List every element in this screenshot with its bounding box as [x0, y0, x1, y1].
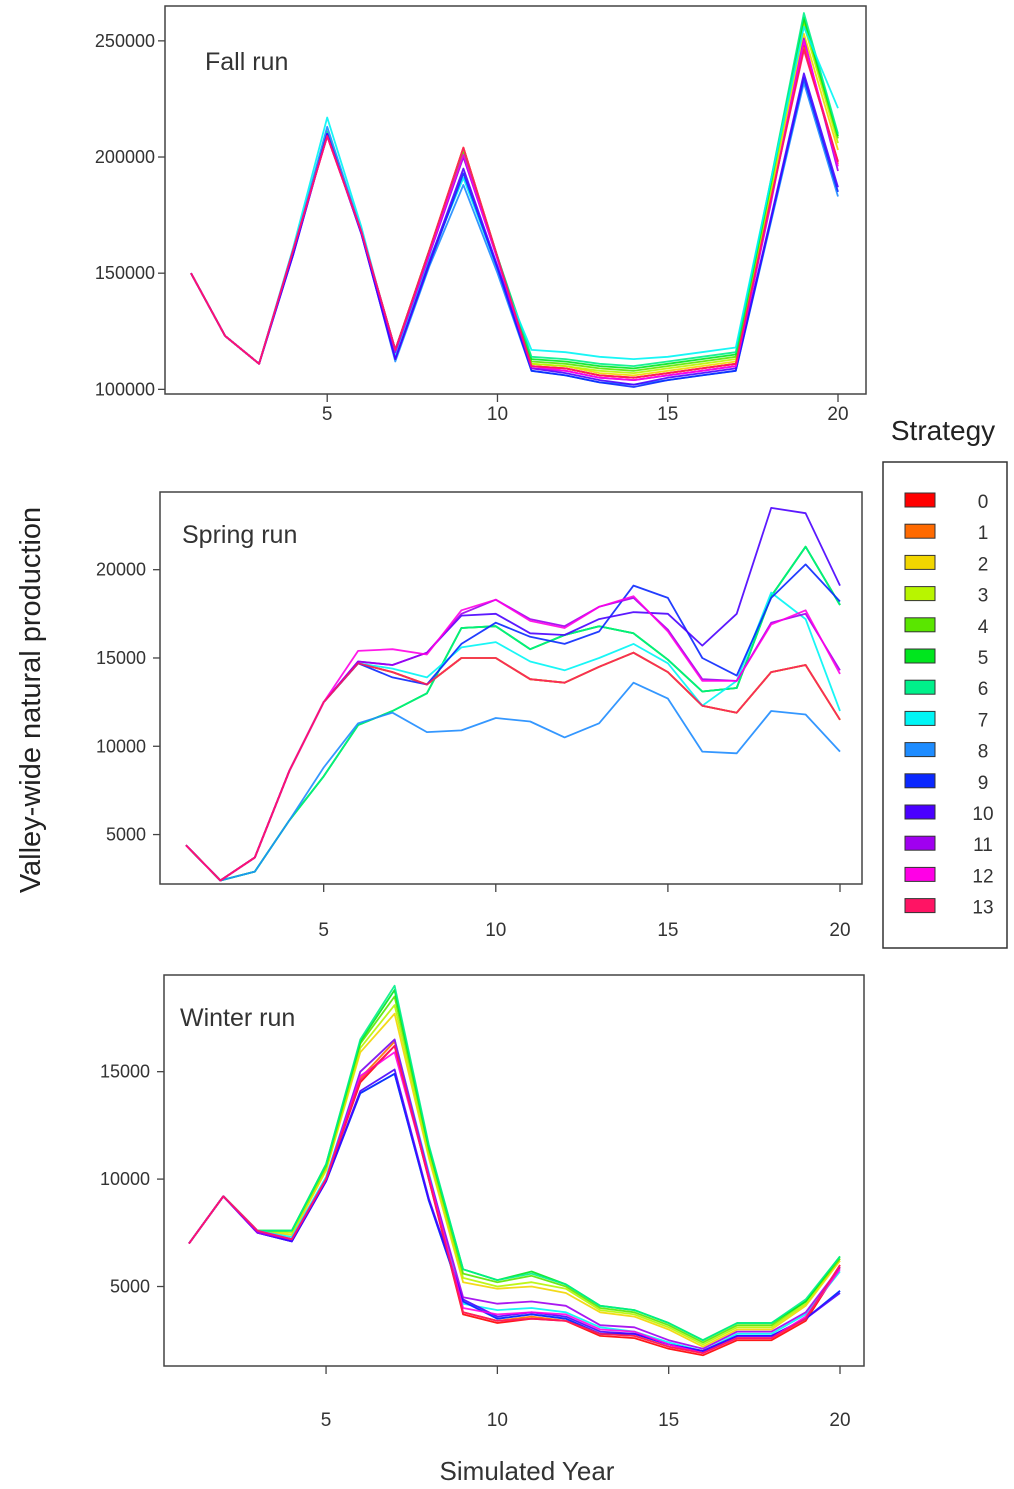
y-axis-label: Valley-wide natural production: [15, 507, 47, 893]
legend-swatch-0: [905, 493, 935, 507]
legend-swatch-2: [905, 555, 935, 569]
plot-frame: [164, 975, 864, 1366]
spring-series-strategy-8: [186, 683, 840, 881]
fall-run-panel: 5 10 15 20 100000 150000 200000 250000 Fall run: [95, 6, 866, 425]
legend-label-9: 9: [978, 773, 989, 794]
x-tick-label: 5: [321, 1410, 332, 1431]
y-tick-label: 15000: [96, 648, 146, 668]
legend-swatch-10: [905, 805, 935, 819]
x-tick-label: 10: [485, 920, 506, 941]
y-tick-label: 10000: [96, 736, 146, 756]
winter-series-strategy-11: [189, 1040, 840, 1349]
fall-run-title: Fall run: [205, 48, 288, 76]
y-tick-label: 5000: [110, 1277, 150, 1297]
legend-label-7: 7: [978, 710, 989, 731]
legend-swatch-13: [905, 899, 935, 913]
legend-swatch-7: [905, 711, 935, 725]
legend-label-1: 1: [978, 523, 989, 544]
legend-swatch-12: [905, 867, 935, 881]
legend-swatch-3: [905, 587, 935, 601]
legend-title: Strategy: [891, 415, 995, 446]
x-tick-label: 15: [658, 1410, 679, 1431]
winter-series-strategy-4: [189, 997, 840, 1343]
spring-run-title: Spring run: [182, 521, 297, 549]
spring-series-strategy-9: [186, 564, 840, 880]
winter-series-strategy-3: [189, 1005, 840, 1344]
spring-series-strategy-13: [186, 653, 840, 881]
winter-run-panel: 5 10 15 20 5000 10000 15000 Winter run: [100, 975, 864, 1431]
legend-label-0: 0: [978, 492, 989, 513]
x-tick-label: 20: [829, 1410, 850, 1431]
legend-label-13: 13: [972, 898, 993, 919]
legend-swatch-6: [905, 680, 935, 694]
spring-series-strategy-11: [186, 598, 840, 881]
spring-series-strategy-0: [186, 653, 840, 881]
x-tick-label: 10: [487, 404, 508, 425]
legend-label-10: 10: [972, 804, 993, 825]
legend-label-5: 5: [978, 648, 989, 669]
spring-series-strategy-2: [186, 653, 840, 881]
x-tick-label: 10: [487, 1410, 508, 1431]
x-axis-label: Simulated Year: [440, 1456, 615, 1486]
y-tick-label: 15000: [100, 1062, 150, 1082]
legend-label-8: 8: [978, 742, 989, 763]
legend-label-6: 6: [978, 679, 989, 700]
winter-series-strategy-13: [189, 1046, 840, 1353]
x-tick-label: 20: [827, 404, 848, 425]
x-tick-label: 5: [318, 920, 329, 941]
legend-label-3: 3: [978, 586, 989, 607]
legend-swatch-5: [905, 649, 935, 663]
legend-label-11: 11: [973, 835, 993, 856]
spring-series-strategy-7: [186, 593, 840, 881]
x-tick-label: 15: [657, 920, 678, 941]
legend-label-4: 4: [978, 617, 989, 638]
winter-series-strategy-7: [189, 1040, 840, 1352]
winter-series-strategy-1: [189, 1042, 840, 1354]
spring-series-strategy-1: [186, 653, 840, 881]
y-tick-label: 100000: [95, 379, 155, 399]
legend-swatch-4: [905, 618, 935, 632]
spring-series-strategy-10: [186, 508, 840, 881]
y-tick-label: 250000: [95, 31, 155, 51]
spring-series-strategy-12: [186, 596, 840, 880]
legend-swatch-1: [905, 524, 935, 538]
y-tick-label: 200000: [95, 147, 155, 167]
legend-label-12: 12: [972, 866, 993, 887]
y-tick-label: 20000: [96, 560, 146, 580]
x-tick-label: 15: [657, 404, 678, 425]
legend-swatch-9: [905, 774, 935, 788]
winter-run-title: Winter run: [180, 1004, 295, 1032]
legend-swatch-11: [905, 836, 935, 850]
y-tick-label: 10000: [100, 1169, 150, 1189]
y-tick-label: 5000: [106, 825, 146, 845]
winter-series-strategy-2: [189, 1014, 840, 1347]
y-tick-label: 150000: [95, 263, 155, 283]
winter-series-strategy-12: [189, 1052, 840, 1353]
x-tick-label: 20: [829, 920, 850, 941]
spring-run-panel: 5 10 15 20 5000 10000 15000 20000 Spring run: [96, 492, 862, 941]
legend-swatch-8: [905, 743, 935, 757]
spring-series-strategy-3: [186, 653, 840, 881]
legend-label-2: 2: [978, 554, 989, 575]
x-tick-label: 5: [322, 404, 333, 425]
